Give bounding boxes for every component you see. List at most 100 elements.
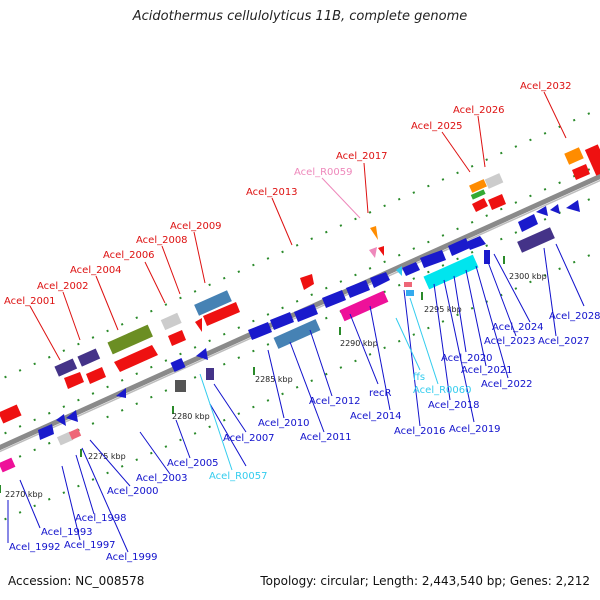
gene-feature[interactable] bbox=[420, 250, 446, 268]
gene-feature[interactable] bbox=[369, 247, 377, 258]
gene-label[interactable]: Acel_2023 bbox=[484, 336, 536, 347]
gene-feature[interactable] bbox=[175, 380, 186, 392]
gene-label[interactable]: Acel_2028 bbox=[549, 311, 600, 322]
gene-feature[interactable] bbox=[107, 324, 153, 355]
gene-feature[interactable] bbox=[378, 246, 384, 256]
gene-label[interactable]: Acel_1997 bbox=[64, 540, 116, 551]
gene-feature[interactable] bbox=[566, 200, 580, 212]
gene-feature[interactable] bbox=[64, 372, 84, 389]
gene-label[interactable]: recR bbox=[369, 388, 392, 399]
gene-feature[interactable] bbox=[466, 236, 486, 250]
gene-label[interactable]: Acel_2005 bbox=[167, 458, 219, 469]
gene-feature[interactable] bbox=[170, 357, 186, 373]
gene-feature[interactable] bbox=[0, 457, 16, 473]
gene-label[interactable]: Acel_2026 bbox=[453, 105, 505, 116]
gene-feature[interactable] bbox=[56, 431, 74, 446]
gene-label[interactable]: Acel_2008 bbox=[136, 235, 188, 246]
gene-label[interactable]: Acel_1993 bbox=[41, 527, 93, 538]
gene-feature[interactable] bbox=[518, 214, 538, 232]
gene-label[interactable]: Acel_R0057 bbox=[209, 471, 268, 482]
gene-feature[interactable] bbox=[469, 179, 487, 193]
gene-label[interactable]: Acel_2001 bbox=[4, 296, 56, 307]
gene-label[interactable]: Acel_2025 bbox=[411, 121, 463, 132]
gene-feature[interactable] bbox=[564, 147, 584, 165]
gene-label[interactable]: Acel_R0060 bbox=[413, 385, 472, 396]
gene-feature[interactable] bbox=[448, 238, 470, 256]
gene-feature[interactable] bbox=[300, 274, 314, 290]
gene-feature[interactable] bbox=[404, 282, 412, 287]
gene-label[interactable]: Acel_2003 bbox=[136, 473, 188, 484]
gene-feature[interactable] bbox=[584, 144, 600, 176]
gene-feature[interactable] bbox=[294, 304, 318, 322]
gene-label[interactable]: Acel_2032 bbox=[520, 81, 572, 92]
gene-label[interactable]: Acel_R0059 bbox=[294, 167, 353, 178]
gene-label[interactable]: Acel_2016 bbox=[394, 426, 446, 437]
gene-label[interactable]: Acel_2021 bbox=[461, 365, 513, 376]
gene-feature[interactable] bbox=[270, 312, 294, 330]
gene-label[interactable]: Acel_2022 bbox=[481, 379, 533, 390]
reverse-strand-genes[interactable] bbox=[0, 200, 580, 473]
gene-label[interactable]: ffs bbox=[413, 372, 425, 383]
gene-label[interactable]: Acel_2013 bbox=[246, 187, 298, 198]
tick-label: 2285 kbp bbox=[255, 375, 293, 384]
gene-label[interactable]: Acel_2009 bbox=[170, 221, 222, 232]
gene-label[interactable]: Acel_1992 bbox=[9, 542, 61, 553]
gene-label[interactable]: Acel_1998 bbox=[75, 513, 127, 524]
gene-feature[interactable] bbox=[195, 318, 202, 332]
gene-feature[interactable] bbox=[536, 206, 548, 216]
gene-label[interactable]: Acel_2006 bbox=[103, 250, 155, 261]
gene-feature[interactable] bbox=[423, 254, 479, 290]
gene-feature[interactable] bbox=[484, 250, 490, 264]
gene-feature[interactable] bbox=[322, 290, 346, 308]
gene-feature[interactable] bbox=[572, 164, 590, 180]
gene-feature[interactable] bbox=[370, 226, 378, 240]
gene-label[interactable]: Acel_2019 bbox=[449, 424, 501, 435]
gene-feature[interactable] bbox=[406, 290, 414, 296]
gene-label[interactable]: Acel_2000 bbox=[107, 486, 159, 497]
gene-label[interactable]: Acel_2014 bbox=[350, 411, 402, 422]
gene-feature[interactable] bbox=[38, 424, 54, 440]
gene-feature[interactable] bbox=[550, 204, 560, 214]
gene-label[interactable]: Acel_2027 bbox=[538, 336, 590, 347]
gene-feature[interactable] bbox=[54, 358, 78, 377]
gene-feature[interactable] bbox=[194, 290, 232, 316]
gene-feature[interactable] bbox=[339, 290, 389, 322]
gene-feature[interactable] bbox=[396, 266, 402, 276]
gene-feature[interactable] bbox=[248, 322, 272, 340]
gene-feature[interactable] bbox=[56, 414, 66, 426]
gene-label[interactable]: Acel_2024 bbox=[492, 322, 544, 333]
gene-feature[interactable] bbox=[488, 194, 506, 210]
gene-feature[interactable] bbox=[484, 173, 504, 189]
gene-label[interactable]: Acel_2020 bbox=[441, 353, 493, 364]
gene-feature[interactable] bbox=[114, 345, 158, 372]
gene-feature[interactable] bbox=[116, 388, 126, 398]
gene-feature[interactable] bbox=[517, 227, 555, 253]
gene-feature[interactable] bbox=[203, 302, 240, 326]
gene-feature[interactable] bbox=[370, 272, 390, 288]
gene-feature[interactable] bbox=[273, 319, 321, 349]
gene-feature[interactable] bbox=[402, 262, 420, 276]
gene-label[interactable]: Acel_2002 bbox=[37, 281, 89, 292]
gene-feature[interactable] bbox=[168, 330, 186, 346]
gene-label[interactable]: Acel_1999 bbox=[106, 552, 158, 563]
gene-label[interactable]: Acel_2004 bbox=[70, 265, 122, 276]
gene-feature[interactable] bbox=[86, 367, 106, 384]
gene-label[interactable]: Acel_2011 bbox=[300, 432, 352, 443]
gene-feature[interactable] bbox=[470, 189, 486, 200]
gene-label[interactable]: Acel_2010 bbox=[258, 418, 310, 429]
gene-feature[interactable] bbox=[472, 198, 488, 212]
gene-label[interactable]: Acel_2017 bbox=[336, 151, 388, 162]
forward-strand-genes[interactable] bbox=[0, 144, 600, 424]
gene-label[interactable]: Acel_2012 bbox=[309, 396, 361, 407]
gene-feature[interactable] bbox=[66, 410, 78, 422]
gene-feature[interactable] bbox=[0, 404, 22, 424]
gene-label[interactable]: Acel_2018 bbox=[428, 400, 480, 411]
gene-feature[interactable] bbox=[196, 348, 208, 360]
gene-label[interactable]: Acel_2007 bbox=[223, 433, 275, 444]
gene-feature[interactable] bbox=[160, 312, 182, 331]
gene-feature[interactable] bbox=[77, 348, 101, 367]
gene-feature[interactable] bbox=[206, 368, 214, 380]
gene-feature[interactable] bbox=[346, 280, 370, 298]
gene-feature[interactable] bbox=[68, 428, 82, 440]
